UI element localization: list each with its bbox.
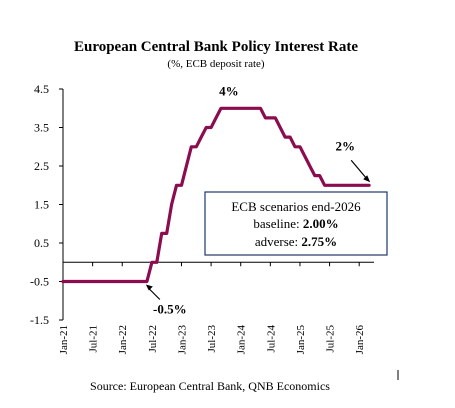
source-note: Source: European Central Bank, QNB Econo…	[90, 379, 330, 393]
series-line-deposit-rate	[61, 106, 371, 284]
annotation-label-2pct: 2%	[335, 138, 355, 153]
scenario-baseline-value: 2.00%	[303, 216, 339, 231]
scenario-box-title: ECB scenarios end-2026	[231, 199, 361, 214]
annotation-label-neg05pct: -0.5%	[153, 302, 187, 317]
y-tick-label: -1.5	[30, 313, 49, 327]
scenario-box: ECB scenarios end-2026 baseline: 2.00% a…	[204, 191, 388, 256]
x-tick-label: Jan-24	[236, 325, 248, 355]
x-axis-ticks: Jan-21 Jul-21 Jan-22 Jul-22 Jan-23 Jul-23 Jan-…	[58, 262, 366, 354]
chart-title: European Central Bank Policy Interest Ra…	[74, 39, 358, 55]
annotation-arrow-2pct	[350, 159, 368, 180]
x-tick-label: Jul-24	[265, 325, 277, 353]
y-tick-label: -0.5	[30, 275, 49, 289]
y-tick-label: 0.5	[34, 236, 49, 250]
y-tick-label: 4.5	[34, 82, 49, 96]
annotation-arrowhead-2pct	[363, 175, 371, 183]
x-tick-label: Jan-25	[295, 325, 307, 355]
annotations: 4% 2% -0.5%	[145, 83, 371, 317]
x-tick-label: Jan-22	[117, 325, 129, 354]
chart-subtitle: (%, ECB deposit rate)	[167, 58, 264, 70]
x-tick-label: Jan-21	[58, 325, 70, 354]
x-tick-label: Jan-26	[354, 325, 366, 355]
scenario-adverse-value: 2.75%	[301, 234, 337, 249]
x-tick-label: Jul-22	[147, 325, 159, 353]
series-layer	[61, 106, 371, 284]
y-tick-label: 2.5	[34, 159, 49, 173]
x-tick-label: Jul-25	[325, 325, 337, 353]
scenario-box-border	[204, 191, 388, 256]
scenario-adverse-label: adverse:	[255, 234, 302, 249]
scenario-adverse-line: adverse: 2.75%	[255, 234, 337, 249]
x-tick-label: Jul-23	[206, 325, 218, 353]
scenario-baseline-label: baseline:	[253, 216, 302, 231]
y-tick-label: 1.5	[34, 198, 49, 212]
y-axis-ticks: 4.5 3.5 2.5 1.5 0.5 -0.5 -1.5	[30, 82, 63, 327]
x-tick-label: Jan-23	[176, 325, 188, 355]
annotation-arrowhead-neg05pct	[145, 284, 153, 291]
y-tick-label: 3.5	[34, 121, 49, 135]
scenario-baseline-line: baseline: 2.00%	[253, 216, 338, 231]
annotation-label-4pct: 4%	[219, 83, 239, 98]
x-tick-label: Jul-21	[88, 325, 100, 353]
